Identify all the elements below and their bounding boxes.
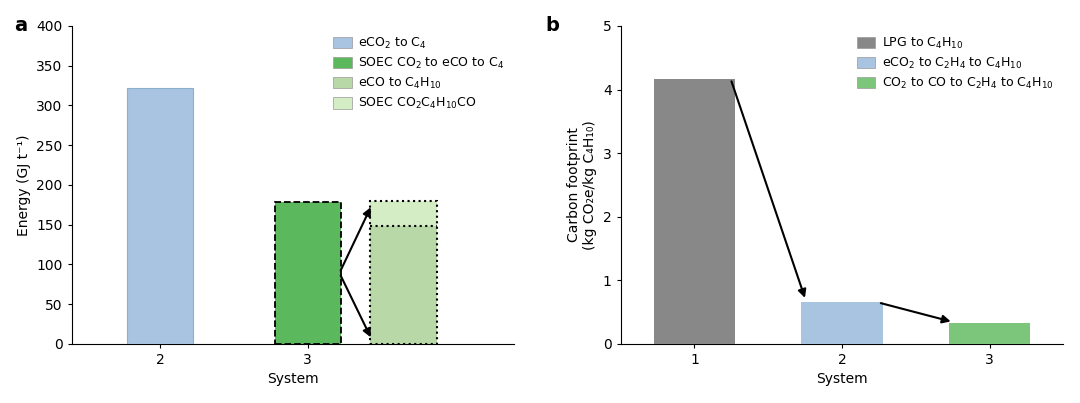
Bar xyxy=(949,324,1030,344)
Bar xyxy=(274,202,341,344)
Y-axis label: Energy (GJ t⁻¹): Energy (GJ t⁻¹) xyxy=(16,134,30,236)
Bar xyxy=(370,226,436,344)
Legend: LPG to C$_4$H$_{10}$, eCO$_2$ to C$_2$H$_4$ to C$_4$H$_{10}$, CO$_2$ to CO to C$: LPG to C$_4$H$_{10}$, eCO$_2$ to C$_2$H$… xyxy=(853,32,1057,95)
Y-axis label: Carbon footprint
(kg CO₂e/kg C₄H₁₀): Carbon footprint (kg CO₂e/kg C₄H₁₀) xyxy=(567,120,597,250)
Bar xyxy=(127,88,193,344)
Bar xyxy=(274,202,341,344)
Bar xyxy=(370,201,436,344)
Text: b: b xyxy=(545,17,559,35)
X-axis label: System: System xyxy=(816,372,868,386)
Legend: eCO$_2$ to C$_4$, SOEC CO$_2$ to eCO to C$_4$, eCO to C$_4$H$_{10}$, SOEC CO$_2$: eCO$_2$ to C$_4$, SOEC CO$_2$ to eCO to … xyxy=(329,32,508,115)
Bar xyxy=(801,302,882,344)
Bar xyxy=(370,201,436,344)
Bar xyxy=(653,79,735,344)
X-axis label: System: System xyxy=(267,372,319,386)
Text: a: a xyxy=(14,17,27,35)
